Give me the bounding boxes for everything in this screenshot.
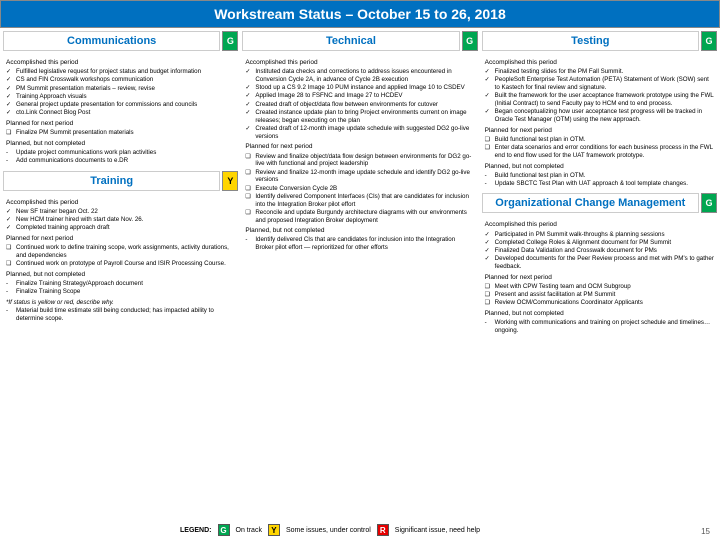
list-item: Enter data scenarios and error condition… [493,144,714,160]
list-item: Participated in PM Summit walk-throughs … [493,231,714,239]
ocm-body: Accomplished this period Participated in … [482,216,717,337]
list-item: Created instance update plan to bring Pr… [253,109,474,125]
list-item: Instituted data checks and corrections t… [253,68,474,84]
testing-header: Testing G [482,31,717,51]
list-item: Reconcile and update Burgundy architectu… [253,209,474,225]
group-heading: Planned, but not completed [485,163,714,171]
list-item: cto.Link Connect Blog Post [14,109,235,117]
training-header: Training Y [3,171,238,191]
list-item: Continued work to define training scope,… [14,244,235,260]
group-heading: Planned for next period [485,274,714,282]
list-item: Created draft of object/data flow betwee… [253,101,474,109]
legend: LEGEND: G On track Y Some issues, under … [180,524,480,536]
list-item: Completed College Roles & Alignment docu… [493,239,714,247]
list-item: General project update presentation for … [14,101,235,109]
list-item: New HCM trainer hired with start date No… [14,216,235,224]
list-item: Review and finalize object/data flow des… [253,153,474,169]
list-item: Add communications documents to e.DR [14,157,235,165]
group-heading: Accomplished this period [6,59,235,67]
list-item: Fulfilled legislative request for projec… [14,68,235,76]
list-item: Created draft of 12-month image update s… [253,125,474,141]
list-item: Finalized testing slides for the PM Fall… [493,68,714,76]
list-item: Working with communications and training… [493,319,714,335]
group-heading: Accomplished this period [245,59,474,67]
list-item: Present and assist facilitation at PM Su… [493,291,714,299]
list-item: Identify delivered CIs that are candidat… [253,236,474,252]
list-item: PeopleSoft Enterprise Test Automation (P… [493,76,714,92]
training-title: Training [3,171,220,191]
list-item: Completed training approach draft [14,224,235,232]
ocm-status: G [701,193,717,213]
legend-label: LEGEND: [180,527,212,534]
ocm-title: Organizational Change Management [482,193,699,213]
list-item: Update project communications work plan … [14,149,235,157]
page-number: 15 [701,527,710,536]
communications-status: G [222,31,238,51]
group-heading: Planned for next period [245,143,474,151]
legend-chip-g: G [218,524,230,536]
ocm-header: Organizational Change Management G [482,193,717,213]
list-item: Build functional test plan in OTM. [493,136,714,144]
testing-body: Accomplished this periodFinalized testin… [482,54,717,190]
communications-title: Communications [3,31,220,51]
list-item: Applied Image 28 to FSFNC and Image 27 t… [253,92,474,100]
testing-title: Testing [482,31,699,51]
list-item: Review OCM/Communications Coordinator Ap… [493,299,714,307]
communications-body: Accomplished this periodFulfilled legisl… [3,54,238,168]
legend-text-y: Some issues, under control [286,527,371,534]
technical-title: Technical [242,31,459,51]
list-item: Review and finalize 12-month image updat… [253,169,474,185]
technical-body: Accomplished this periodInstituted data … [242,54,477,254]
column-1: Communications G Accomplished this perio… [3,31,238,337]
page-title: Workstream Status – October 15 to 26, 20… [0,0,720,28]
column-2: Technical G Accomplished this periodInst… [242,31,477,337]
list-item: Stood up a CS 9.2 Image 10 PUM instance … [253,84,474,92]
technical-status: G [462,31,478,51]
list-item: Update SBCTC Test Plan with UAT approach… [493,180,714,188]
group-heading: Planned for next period [485,127,714,135]
legend-text-r: Significant issue, need help [395,527,480,534]
list-item: Finalize PM Summit presentation material… [14,129,235,137]
group-heading: Planned for next period [6,120,235,128]
list-item: PM Summit presentation materials – revie… [14,85,235,93]
legend-chip-r: R [377,524,389,536]
group-heading: Planned, but not completed [245,227,474,235]
group-heading: Planned, but not completed [6,271,235,279]
group-heading: Accomplished this period [485,221,714,229]
column-3: Testing G Accomplished this periodFinali… [482,31,717,337]
list-item: Developed documents for the Peer Review … [493,255,714,271]
group-heading: Planned, but not completed [485,310,714,318]
group-heading: Planned, but not completed [6,140,235,148]
technical-header: Technical G [242,31,477,51]
list-item: New SF trainer began Oct. 22 [14,208,235,216]
list-item: Finalize Training Strategy/Approach docu… [14,280,235,288]
list-item: Material build time estimate still being… [14,307,235,323]
testing-status: G [701,31,717,51]
list-item: Built the framework for the user accepta… [493,92,714,108]
group-heading: Accomplished this period [485,59,714,67]
training-body: Accomplished this periodNew SF trainer b… [3,194,238,325]
columns-container: Communications G Accomplished this perio… [0,28,720,337]
list-item: Training Approach visuals [14,93,235,101]
status-note: *If status is yellow or red, describe wh… [6,299,235,307]
training-status: Y [222,171,238,191]
list-item: Execute Conversion Cycle 2B [253,185,474,193]
group-heading: Accomplished this period [6,199,235,207]
list-item: Began conceptualizing how user acceptanc… [493,108,714,124]
list-item: Build functional test plan in OTM. [493,172,714,180]
legend-text-g: On track [236,527,262,534]
list-item: Finalized Data Validation and Crosswalk … [493,247,714,255]
list-item: Identify delivered Component Interfaces … [253,193,474,209]
group-heading: Planned for next period [6,235,235,243]
communications-header: Communications G [3,31,238,51]
list-item: Finalize Training Scope [14,288,235,296]
list-item: Meet with CPW Testing team and OCM Subgr… [493,283,714,291]
list-item: Continued work on prototype of Payroll C… [14,260,235,268]
list-item: CS and FIN Crosswalk workshops communica… [14,76,235,84]
legend-chip-y: Y [268,524,280,536]
